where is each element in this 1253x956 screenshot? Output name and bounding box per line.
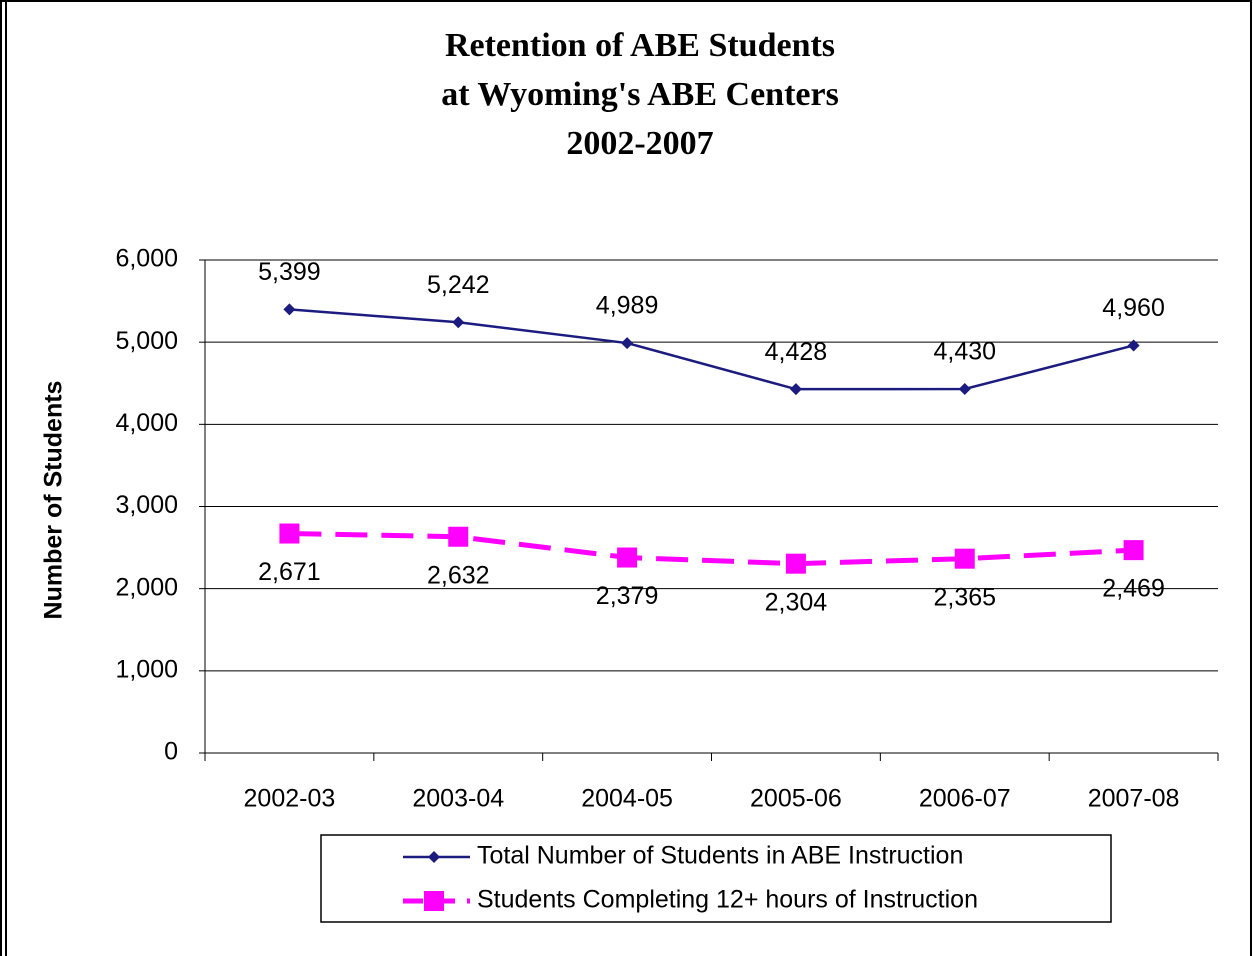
series-line xyxy=(289,531,1134,567)
data-point xyxy=(1127,339,1140,352)
data-point xyxy=(1123,540,1144,561)
data-label: 2,671 xyxy=(258,558,321,586)
y-tick-label: 6,000 xyxy=(115,245,178,273)
legend-marker xyxy=(428,851,440,863)
y-tick-label: 1,000 xyxy=(115,655,178,683)
x-tick-label: 2007-08 xyxy=(1088,785,1180,813)
legend-label: Students Completing 12+ hours of Instruc… xyxy=(477,886,978,914)
data-label: 2,469 xyxy=(1102,575,1165,603)
data-point xyxy=(621,337,634,350)
chart-title: 2002-2007 xyxy=(566,125,713,162)
data-point xyxy=(448,526,469,547)
y-tick-label: 5,000 xyxy=(115,327,178,355)
series-line xyxy=(289,308,1134,391)
data-label: 2,304 xyxy=(765,588,828,616)
y-tick-label: 0 xyxy=(164,738,178,766)
x-tick-label: 2005-06 xyxy=(750,785,842,813)
data-point xyxy=(452,316,465,329)
x-tick-label: 2002-03 xyxy=(244,785,336,813)
data-label: 2,365 xyxy=(933,583,996,611)
data-point xyxy=(789,383,802,396)
data-point xyxy=(279,523,300,544)
y-tick-label: 3,000 xyxy=(115,491,178,519)
x-tick-label: 2006-07 xyxy=(919,785,1011,813)
legend-box xyxy=(320,834,1112,923)
data-label: 5,242 xyxy=(427,271,490,299)
data-label: 4,430 xyxy=(933,338,996,366)
chart-title: Retention of ABE Students xyxy=(445,27,835,64)
data-point xyxy=(958,383,971,396)
data-label: 4,960 xyxy=(1102,294,1165,322)
data-label: 2,632 xyxy=(427,561,490,589)
y-tick-label: 2,000 xyxy=(115,573,178,601)
legend-marker xyxy=(424,891,444,911)
x-tick-label: 2003-04 xyxy=(412,785,504,813)
chart-title: at Wyoming's ABE Centers xyxy=(441,76,839,113)
data-point xyxy=(617,547,638,568)
data-label: 2,379 xyxy=(596,582,659,610)
data-point xyxy=(954,548,975,569)
legend-label: Total Number of Students in ABE Instruct… xyxy=(477,842,963,870)
data-point xyxy=(283,303,296,316)
data-point xyxy=(785,553,806,574)
y-axis-title: Number of Students xyxy=(40,381,68,620)
data-label: 4,428 xyxy=(765,338,828,366)
y-tick-label: 4,000 xyxy=(115,409,178,437)
x-tick-label: 2004-05 xyxy=(581,785,673,813)
data-label: 4,989 xyxy=(596,292,659,320)
data-label: 5,399 xyxy=(258,258,321,286)
